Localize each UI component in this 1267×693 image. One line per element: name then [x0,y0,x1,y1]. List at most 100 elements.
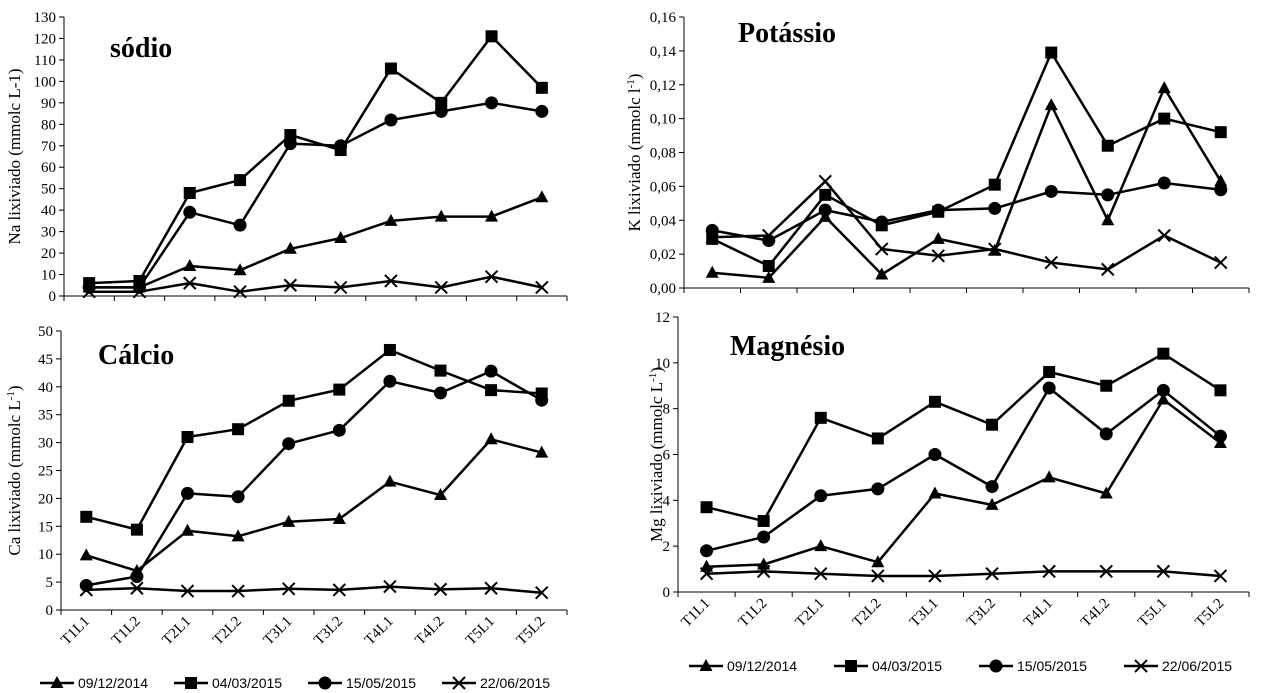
data-point [181,486,194,500]
data-point [871,555,885,568]
data-point [1158,112,1171,125]
chart-potassio: 0,00 0,02 0,04 0,06 0,08 0,10 0,12 0,14 0,16 K li… [625,10,1250,297]
data-point [985,497,999,510]
data-point [433,582,448,597]
series-line [712,181,1221,242]
data-point [1099,427,1113,441]
legend-item-04-03-2015: 04/03/2015 [834,658,942,674]
y-tick-label: 0,14 [650,44,677,60]
data-point [814,566,828,581]
series-line [712,180,1222,271]
data-point [819,188,832,201]
data-point [1045,46,1058,59]
y-tick-label: 130 [34,10,57,26]
data-point [283,278,298,292]
data-point [181,431,194,444]
series-line [85,438,543,573]
data-point [988,201,1002,215]
series-line [86,369,543,587]
data-point [484,581,498,595]
x-tick-label: T4L1 [1021,596,1056,631]
y-tick-label: 30 [41,225,56,241]
data-point [818,203,832,217]
chart-calcio: 0 5 10 15 20 25 30 35 40 45 50 T1L1 T1L2 T2L1 T2L2 T3L1… [5,324,568,649]
x-tick-label: T2L2 [210,614,245,649]
legend-label: 15/05/2015 [346,675,416,691]
data-point [384,62,397,75]
data-point [535,393,549,407]
data-point [988,178,1001,191]
data-point [333,280,348,295]
y-tick-label: 40 [41,203,56,219]
x-tick-label: T3L1 [261,614,296,649]
data-point [757,530,771,544]
data-point [181,523,194,536]
data-point [180,584,195,598]
data-point [1043,366,1056,378]
data-point [132,285,147,299]
data-point [434,386,447,400]
data-point [281,582,296,596]
data-point [928,448,942,461]
data-point [762,234,776,248]
series-line [89,101,543,289]
series-line [85,348,542,531]
data-point [434,104,448,118]
series-22-06-2015 [705,174,1228,277]
series-15-05-2015 [705,176,1228,248]
legend-item-09-12-2014: 09/12/2014 [689,658,797,674]
series-09-12-2014 [79,432,549,576]
y-tick-label: 0 [46,603,54,619]
legend-label: 04/03/2015 [872,658,942,674]
data-point [384,274,398,288]
data-point [384,113,398,127]
legend-marker [185,677,197,689]
data-point [988,242,1002,256]
y-tick-label: 50 [38,324,53,340]
y-tick-label: 0,12 [650,78,676,94]
y-tick-label: 2 [663,539,671,555]
y-axis-title: Mg lixiviado (mmolc L-1) [647,367,666,542]
series-line [86,585,542,594]
legend-label: 22/06/2015 [480,675,550,691]
data-point [535,81,548,94]
data-point [762,259,775,272]
data-point [1101,139,1114,152]
legend-marker [318,676,332,690]
series-22-06-2015 [82,269,549,299]
y-tick-label: 0 [49,289,57,305]
data-point [1214,183,1228,197]
data-point [1044,255,1058,270]
data-point [1156,383,1170,397]
data-point [1044,98,1058,111]
y-tick-label: 25 [38,464,53,480]
data-point [1099,486,1113,499]
legend-label: 09/12/2014 [78,675,148,691]
y-tick-label: 20 [41,246,56,262]
y-axis-title: Ca lixiviado (mmolc L-1) [5,385,24,555]
data-point [535,190,549,203]
data-point [332,512,346,525]
x-tick-label: T1L2 [736,596,771,631]
y-tick-label: 0,10 [650,112,676,128]
x-tick-label: T5L2 [514,614,549,649]
data-point [1044,184,1058,198]
data-point [485,96,499,110]
data-point [383,474,397,487]
y-tick-label: 60 [41,160,56,176]
data-point [699,566,714,581]
data-point [875,215,889,229]
data-point [818,174,832,189]
legend-item-15-05-2015: 15/05/2015 [979,658,1087,674]
y-tick-label: 4 [663,493,671,509]
data-point [282,437,296,451]
data-point [814,539,828,552]
data-point [333,383,346,396]
data-point [283,241,297,254]
data-point [1099,564,1113,579]
data-point [986,418,999,431]
y-tick-label: 15 [38,519,53,535]
data-point [705,265,719,278]
x-tick-label: T1L2 [109,614,144,649]
series-09-12-2014 [705,81,1228,283]
